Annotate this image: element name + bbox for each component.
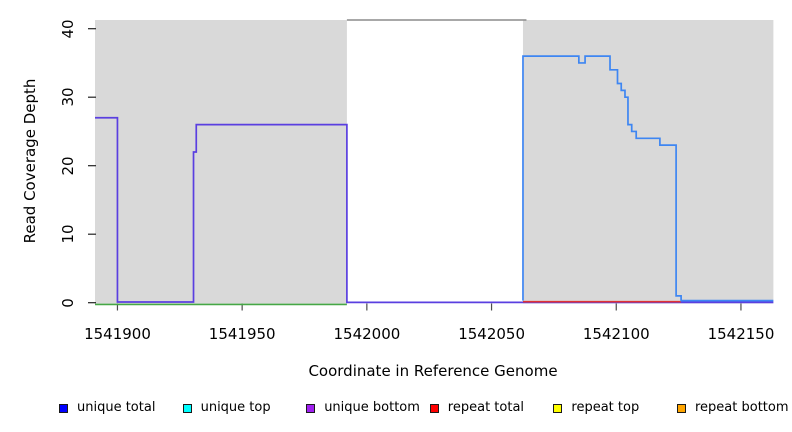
series-unique-coverage-left-total-bottom-overlap bbox=[95, 116, 774, 304]
legend-swatch-repeat-top bbox=[553, 403, 563, 413]
y-tick-label: 0 bbox=[59, 297, 77, 308]
y-tick-label: 10 bbox=[59, 224, 77, 244]
x-tick-label: 1542050 bbox=[458, 325, 525, 343]
series-unique-coverage-right-total-top-overlap bbox=[522, 55, 774, 302]
y-tick-label: 40 bbox=[59, 19, 77, 39]
x-tick-label: 1542000 bbox=[333, 325, 401, 343]
legend-swatch-unique-bottom bbox=[306, 403, 316, 413]
x-axis-title: Coordinate in Reference Genome bbox=[308, 362, 558, 380]
x-tick-label: 1541900 bbox=[84, 325, 151, 343]
legend-item-repeat-total: repeat total bbox=[429, 400, 525, 415]
legend-item-unique-top: unique top bbox=[182, 400, 271, 415]
x-tick-label: 1541950 bbox=[208, 325, 276, 343]
legend-swatch-unique-top bbox=[182, 403, 192, 413]
legend-label: repeat bottom bbox=[695, 400, 789, 415]
legend-item-unique-total: unique total bbox=[59, 401, 155, 415]
repeat-region-shading bbox=[522, 20, 774, 304]
legend-swatch-unique-total bbox=[59, 403, 68, 413]
legend-swatch-repeat-bottom bbox=[677, 403, 686, 413]
legend-label: unique top bbox=[200, 400, 271, 415]
legend-label: unique total bbox=[77, 400, 156, 415]
legend-item-repeat-bottom: repeat bottom bbox=[677, 401, 789, 415]
legend-item-repeat-top: repeat top bbox=[553, 401, 639, 415]
y-tick-label: 20 bbox=[59, 156, 77, 176]
x-tick-label: 1542150 bbox=[707, 325, 775, 343]
legend-item-unique-bottom: unique bottom bbox=[306, 401, 420, 415]
legend-label: unique bottom bbox=[324, 400, 420, 415]
x-tick-label: 1542100 bbox=[582, 325, 650, 343]
y-tick-label: 30 bbox=[59, 87, 77, 107]
repeat-region-shading bbox=[95, 20, 347, 304]
y-axis-title: Read Coverage Depth bbox=[21, 78, 39, 244]
legend-label: repeat total bbox=[447, 400, 525, 415]
legend-swatch-repeat-total bbox=[429, 403, 439, 413]
legend-label: repeat top bbox=[571, 400, 640, 415]
